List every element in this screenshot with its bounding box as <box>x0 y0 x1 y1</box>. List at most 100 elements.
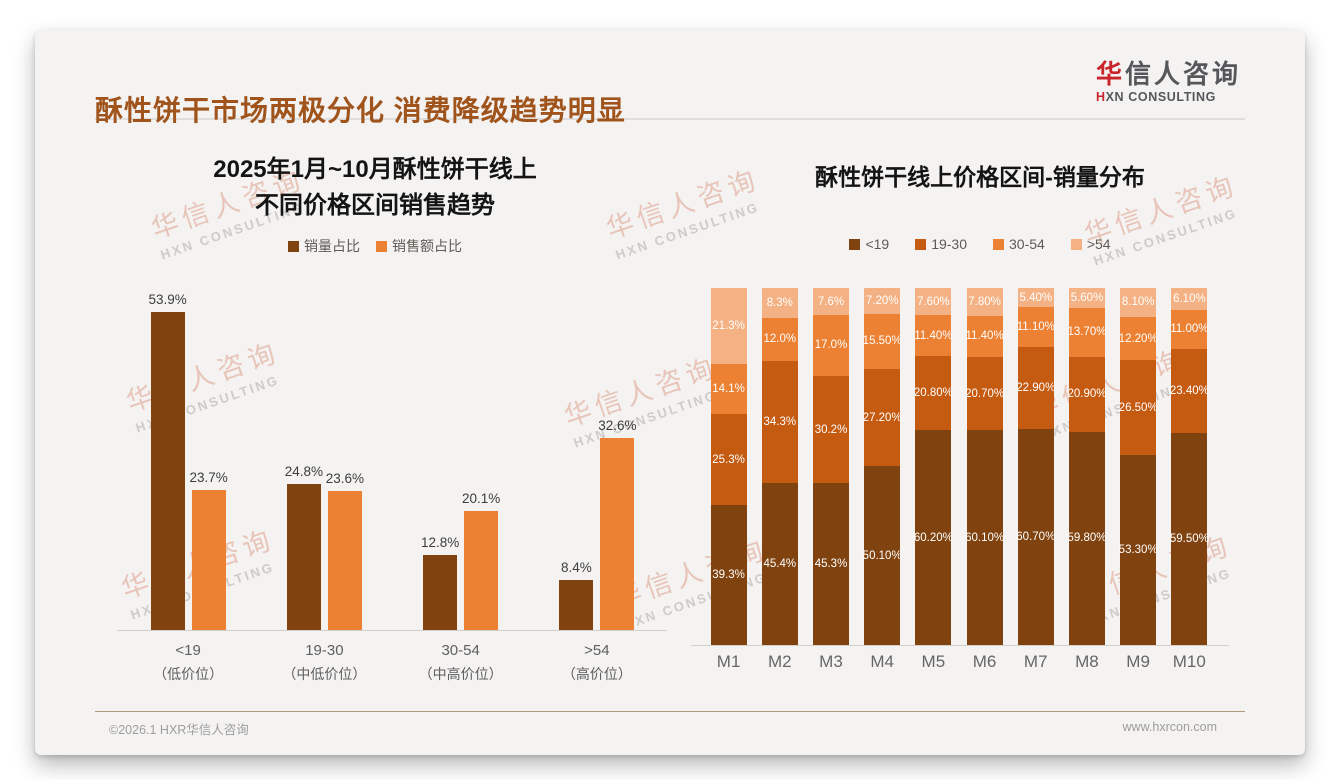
segment-value-label: 39.3% <box>712 568 745 581</box>
bar-value-label: 12.8% <box>420 534 460 550</box>
logo-en-accent: H <box>1095 89 1106 104</box>
segment-value-label: 17.0% <box>814 339 848 352</box>
segment-value-label: 7.20% <box>865 294 899 307</box>
bar-value-label: 20.1% <box>461 491 501 507</box>
month-label: M9 <box>1126 652 1150 671</box>
month-label: M5 <box>921 652 946 671</box>
stacked-segment-<19 <box>1069 431 1105 645</box>
bar-value-label: 32.6% <box>598 417 637 433</box>
legend-swatch-icon <box>993 238 1004 250</box>
segment-value-label: 8.3% <box>766 296 793 309</box>
segment-value-label: 12.0% <box>763 333 797 346</box>
segment-value-label: 26.50% <box>1118 401 1158 414</box>
right-chart-title: 酥性饼干线上价格区间-销量分布 <box>815 164 1145 190</box>
segment-value-label: 22.90% <box>1016 381 1056 394</box>
stacked-segment-<19 <box>915 430 952 645</box>
bar-销售额占比 <box>464 511 499 630</box>
month-label: M10 <box>1172 652 1206 671</box>
left-chart-x-axis <box>117 630 667 631</box>
legend-swatch-icon <box>849 238 861 250</box>
segment-value-label: 59.80% <box>1067 532 1107 545</box>
legend-item: 销售额占比 <box>376 236 462 256</box>
segment-value-label: 20.70% <box>965 387 1005 400</box>
legend-label: >54 <box>1086 236 1111 252</box>
legend-item: 30-54 <box>993 236 1045 252</box>
right-chart-category-labels: M1 M2 M3 M4 M5 M6 M7 M8 M9 M10 <box>703 652 1215 672</box>
month-label: M2 <box>767 652 792 671</box>
left-chart-title: 2025年1月~10月酥性饼干线上 不同价格区间销售趋势 <box>120 152 630 224</box>
stacked-segment-19-30 <box>1017 346 1054 429</box>
stacked-segment-19-30 <box>1069 356 1105 432</box>
stacked-segment->54 <box>1017 288 1054 308</box>
legend-item: 19-30 <box>915 236 967 252</box>
segment-value-label: 7.6% <box>817 295 845 308</box>
stacked-segment-30-54 <box>813 315 849 376</box>
legend-label: 销售额占比 <box>392 238 462 254</box>
stacked-segment-19-30 <box>761 360 798 483</box>
footer-website: www.hxrcon.com <box>1122 720 1217 734</box>
segment-value-label: 53.30% <box>1118 544 1158 556</box>
stacked-segment->54 <box>813 288 849 316</box>
segment-value-label: 15.50% <box>862 335 902 348</box>
bar-销售额占比 <box>327 490 362 630</box>
page-title: 酥性饼干市场两极分化 消费降级趋势明显 <box>95 94 626 126</box>
segment-value-label: 34.3% <box>763 415 797 428</box>
stacked-segment-30-54 <box>1120 316 1157 361</box>
category-range: 30-54 <box>441 642 480 659</box>
stacked-segment-30-54 <box>1171 309 1208 349</box>
segment-value-label: 23.40% <box>1169 384 1209 397</box>
stacked-bar-plot: 39.3% 25.3% 14.1% 21.3% 45.4% 34.3% 12.0% 8.3% 4… <box>703 288 1215 645</box>
footer-copyright: ©2026.1 HXR华信人咨询 <box>109 723 249 737</box>
stacked-segment-<19 <box>966 430 1003 645</box>
segment-value-label: 6.10% <box>1173 292 1206 305</box>
stacked-segment-30-54 <box>915 315 952 356</box>
category-range: <19 <box>175 642 201 659</box>
stacked-segment-<19 <box>710 504 747 645</box>
company-logo: 华信人咨询 HXN CONSULTING <box>1096 60 1241 104</box>
month-label: M3 <box>819 652 843 671</box>
legend-swatch-icon <box>915 238 927 250</box>
segment-value-label: 11.40% <box>914 329 953 342</box>
segment-value-label: 12.20% <box>1118 332 1158 345</box>
category-range: >54 <box>584 642 610 659</box>
category-label: 19-30 （中低价位） <box>256 642 392 684</box>
stacked-segment-19-30 <box>915 355 952 431</box>
logo-en-rest: XN CONSULTING <box>1105 89 1216 104</box>
category-label: <19 （低价位） <box>120 642 256 684</box>
legend-item: <19 <box>849 236 889 252</box>
segment-value-label: 59.50% <box>1169 532 1209 545</box>
month-label: M4 <box>870 652 894 671</box>
segment-value-label: 21.3% <box>712 320 745 332</box>
stacked-segment-<19 <box>813 483 849 645</box>
legend-swatch-icon <box>288 240 299 252</box>
left-chart-category-labels: <19 （低价位） 19-30 （中低价位） 30-54 （中高价位） >54 （高价位） <box>120 642 665 684</box>
stacked-segment-30-54 <box>1017 307 1054 347</box>
segment-value-label: 20.90% <box>1067 388 1107 401</box>
right-chart-x-axis <box>691 645 1229 646</box>
stacked-segment-<19 <box>1171 432 1208 645</box>
left-chart-title-line1: 2025年1月~10月酥性饼干线上 <box>213 156 537 183</box>
segment-value-label: 7.60% <box>917 295 950 308</box>
month-label: M1 <box>716 652 741 671</box>
segment-value-label: 5.60% <box>1070 292 1104 304</box>
legend-label: 19-30 <box>931 236 967 252</box>
stacked-segment-<19 <box>864 466 901 645</box>
stacked-segment-30-54 <box>761 317 798 361</box>
footer-divider <box>95 711 1245 712</box>
legend-swatch-icon <box>1070 238 1082 250</box>
stacked-segment-<19 <box>1017 428 1054 645</box>
stacked-segment-30-54 <box>864 313 901 369</box>
stacked-segment->54 <box>1120 288 1157 317</box>
logo-cn-text: 华信人咨询 <box>1096 60 1241 89</box>
segment-value-label: 60.10% <box>965 531 1005 544</box>
segment-value-label: 45.4% <box>763 558 797 570</box>
stacked-segment->54 <box>1171 288 1208 310</box>
logo-cn-rest: 信人咨询 <box>1124 59 1241 89</box>
left-chart-title-line2: 不同价格区间销售趋势 <box>255 192 495 219</box>
stacked-segment->54 <box>1069 288 1105 308</box>
legend-swatch-icon <box>376 240 387 252</box>
segment-value-label: 20.80% <box>913 387 953 399</box>
segment-value-label: 60.20% <box>913 531 953 544</box>
legend-label: <19 <box>865 236 890 252</box>
bar-value-label: 8.4% <box>560 560 592 576</box>
